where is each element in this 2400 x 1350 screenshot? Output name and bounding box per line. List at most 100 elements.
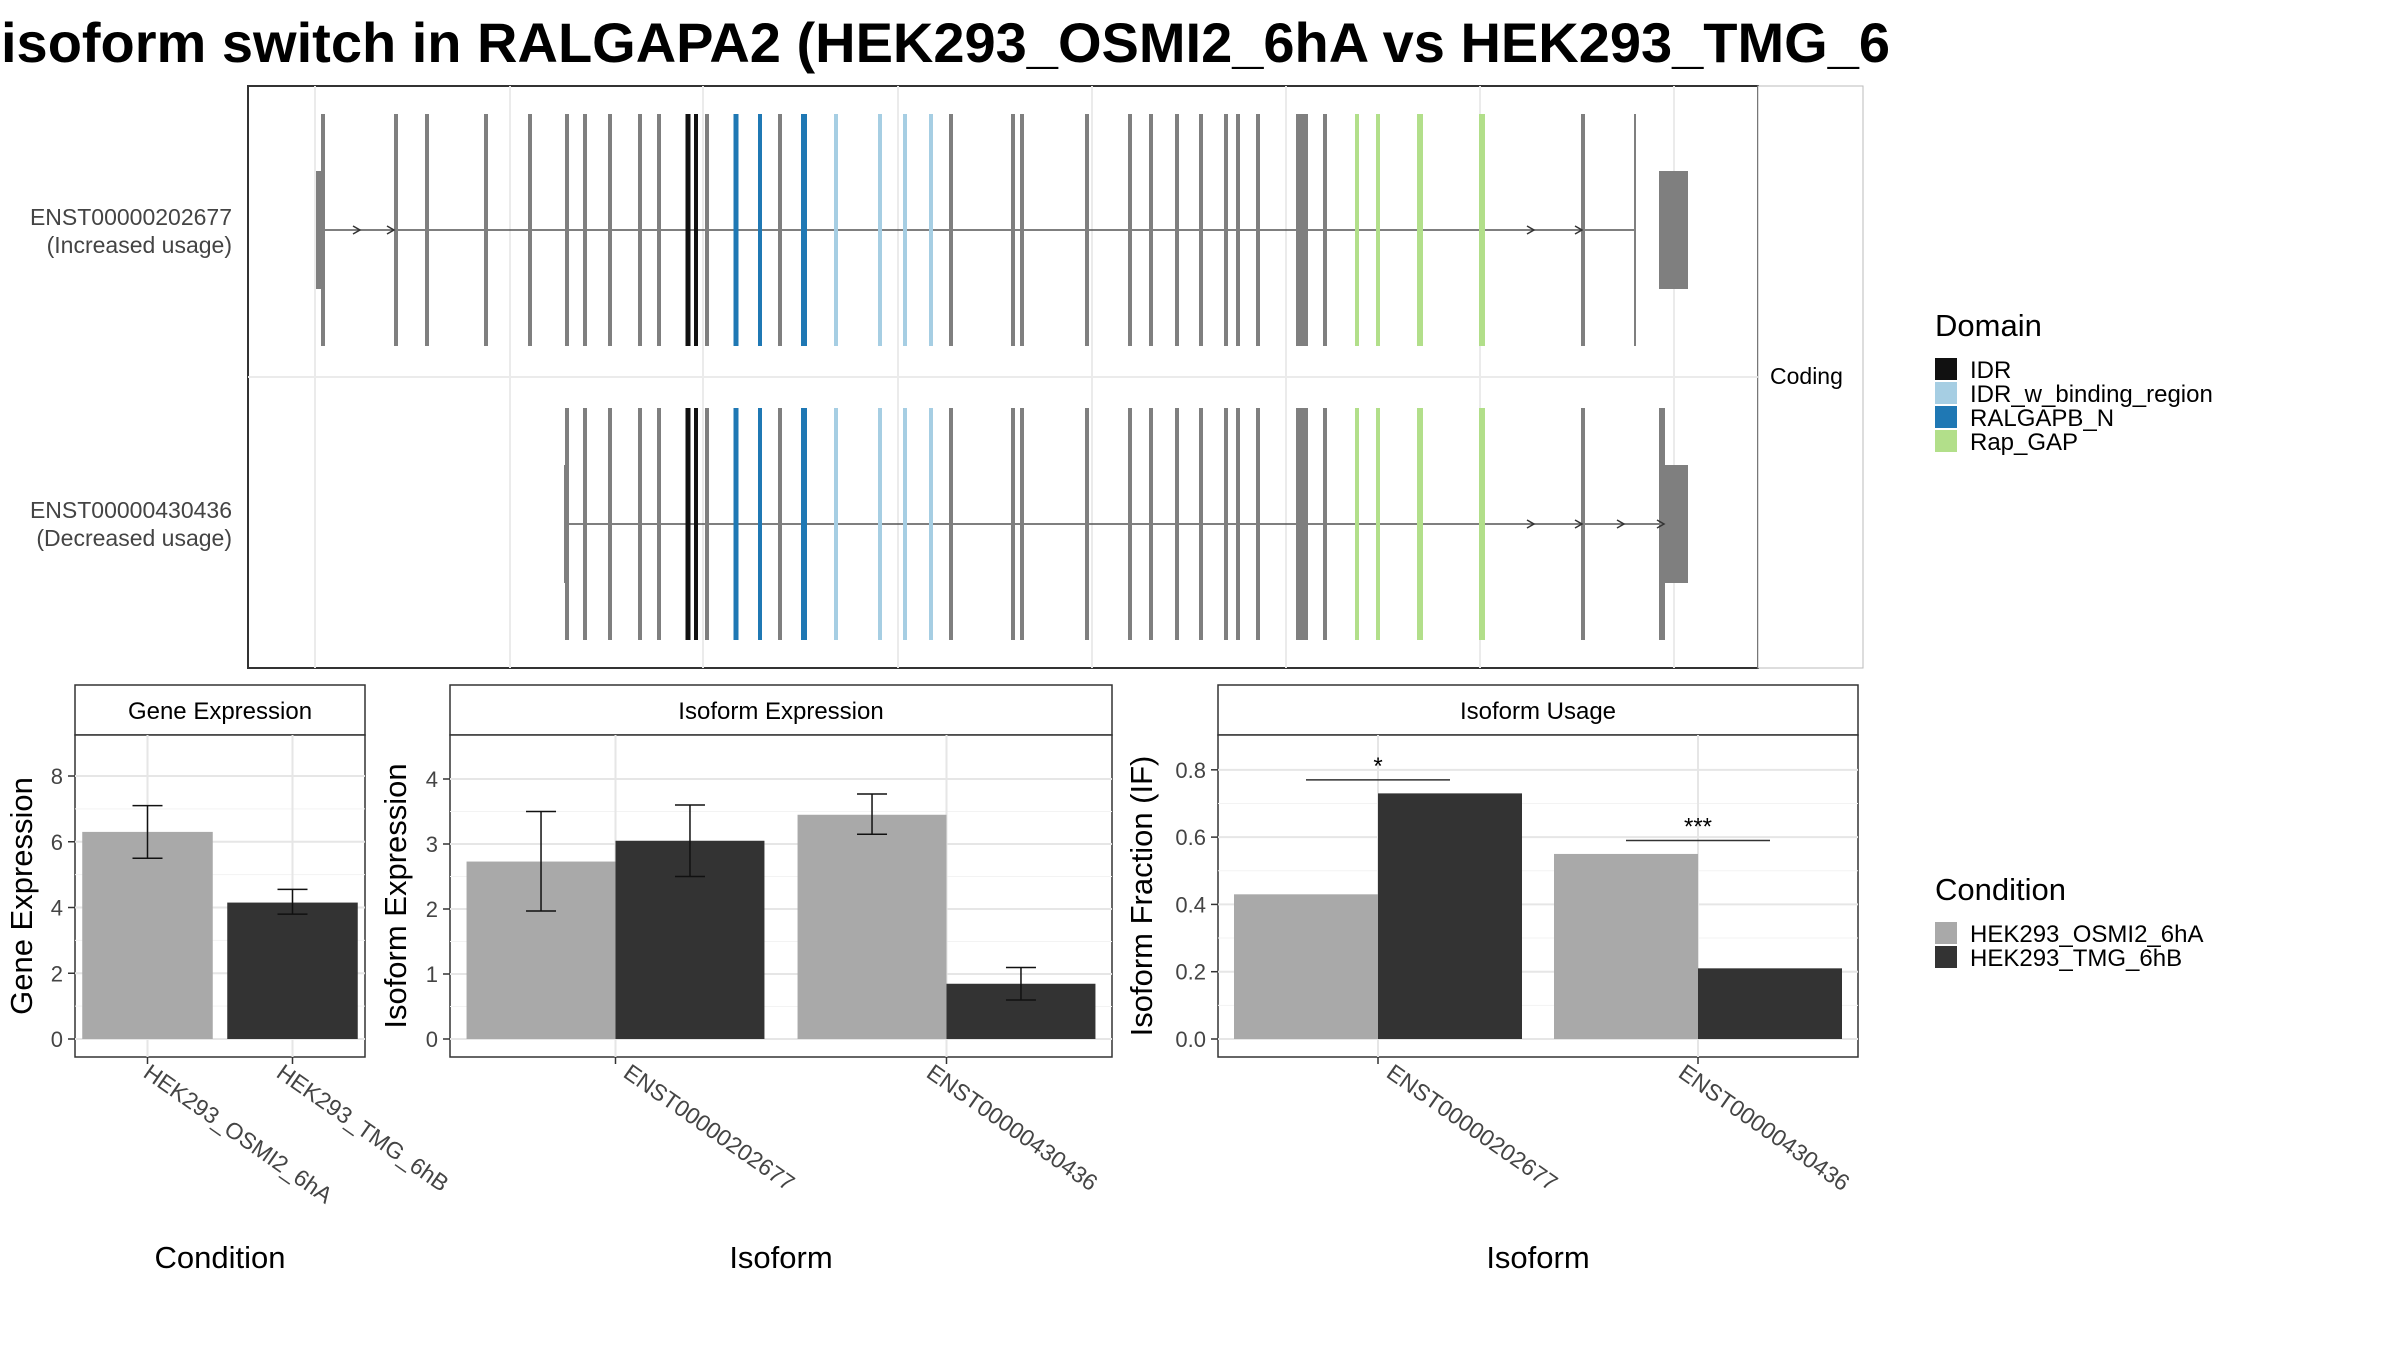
isoform-usage-bar-s0-1 — [1554, 853, 1698, 1039]
isoform1-exon-27 — [1175, 114, 1179, 346]
isoform2-exon-24 — [1224, 408, 1228, 640]
isoform-label-1: ENST00000202677 — [30, 204, 232, 230]
isoform1-exon-17 — [834, 114, 838, 346]
isoform1-exon-28 — [1199, 114, 1203, 346]
legend-key-condition-a — [1935, 922, 1957, 944]
isoform1-arrow-1 — [386, 225, 396, 235]
gene-expression-ytick-label-1: 2 — [51, 961, 63, 986]
isoform1-exon-3 — [484, 114, 488, 346]
isoform-track-ENST00000202677 — [316, 114, 1688, 346]
isoform2-exon-1 — [583, 408, 587, 640]
legend-label-rap-gap: Rap_GAP — [1970, 429, 2078, 456]
isoform-usage-xlabel: Isoform — [1486, 1240, 1589, 1275]
isoform1-exon-14 — [758, 114, 762, 346]
isoform1-exon-6 — [583, 114, 587, 346]
isoform2-exon-31 — [1417, 408, 1423, 640]
isoform1-exon-5 — [565, 114, 569, 346]
isoform-usage-significance-label-0: * — [1373, 753, 1382, 780]
isoform2-exon-0 — [565, 408, 569, 640]
isoform2-exon-29 — [1355, 408, 1359, 640]
isoform2-arrow-2 — [1616, 519, 1626, 529]
isoform1-exon-4 — [528, 114, 532, 346]
gene-expression-y-ticks: 0 2 4 6 8 — [51, 764, 294, 1064]
domain-legend-title: Domain — [1935, 308, 2042, 343]
isoform2-exon-10 — [778, 408, 782, 640]
isoform2-arrow-3 — [1656, 519, 1666, 529]
isoform1-exon-16 — [801, 114, 807, 346]
isoform2-exon-26 — [1256, 408, 1260, 640]
isoform2-exon-14 — [903, 408, 907, 640]
isoform-usage-bars: **** — [1234, 753, 1842, 1039]
isoform2-exon-20 — [1128, 408, 1132, 640]
gene-expression-ytick-label-0: 0 — [51, 1027, 63, 1052]
isoform2-exon-17 — [1011, 408, 1015, 640]
isoform1-exon-20 — [929, 114, 933, 346]
isoform2-exon-8 — [733, 408, 739, 640]
isoform-expression-panel: Isoform Expression 0 1 2 3 4 ENST00000202677… — [378, 684, 1113, 1275]
legend-label-ralgapb-n: RALGAPB_N — [1970, 405, 2114, 432]
isoform2-exon-21 — [1149, 408, 1153, 640]
isoform-expression-ytick-label-2: 2 — [426, 897, 438, 922]
isoform2-exon-16 — [949, 408, 953, 640]
gene-expression-bar-0 — [82, 831, 213, 1039]
isoform-usage-panel-title: Isoform Usage — [1460, 698, 1616, 725]
isoform1-exon-31 — [1256, 114, 1260, 346]
isoform-expression-xcat-2: ENST00000430436 — [922, 1059, 1102, 1196]
isoform-label-2: ENST00000430436 — [30, 497, 232, 523]
gene-expression-xlabel: Condition — [155, 1240, 286, 1275]
isoform-usage-ytick-label-1: 0.2 — [1175, 960, 1206, 985]
isoform-usage-significance-label-1: *** — [1684, 813, 1712, 840]
gene-expression-ytick-label-3: 6 — [51, 830, 63, 855]
isoform-usage-y-ticks: 0.0 0.2 0.4 0.6 0.8 — [1175, 758, 1699, 1064]
isoform2-arrow-1 — [1574, 519, 1584, 529]
isoform-usage-xcat-2: ENST00000430436 — [1674, 1059, 1854, 1196]
isoform2-exon-9 — [758, 408, 762, 640]
isoform-usage-ytick-label-0: 0.0 — [1175, 1027, 1206, 1052]
isoform1-exon-0 — [321, 114, 325, 346]
isoform-expression-ytick-label-0: 0 — [426, 1027, 438, 1052]
isoform1-exon-23 — [1020, 114, 1024, 346]
isoform1-exon-29 — [1224, 114, 1228, 346]
isoform2-exon-28 — [1323, 408, 1327, 640]
isoform1-arrow-0 — [352, 225, 362, 235]
isoform1-exon-15 — [778, 114, 782, 346]
isoform-usage-bar-s1-0 — [1378, 793, 1522, 1039]
domain-legend: Domain IDR IDR_w_binding_region RALGAPB_… — [1935, 308, 2213, 456]
legend-key-ralgapb-n — [1935, 406, 1957, 428]
isoform1-utr-end — [1659, 171, 1688, 289]
isoform1-exon-8 — [638, 114, 642, 346]
legend-key-idr-w-binding-region — [1935, 382, 1957, 404]
isoform-usage-ytick-label-2: 0.4 — [1175, 892, 1206, 917]
isoform1-arrow-3 — [1574, 225, 1584, 235]
isoform2-exon-2 — [608, 408, 612, 640]
isoform2-exon-6 — [694, 408, 698, 640]
isoform-expression-panel-title: Isoform Expression — [678, 698, 883, 725]
condition-legend: Condition HEK293_OSMI2_6hA HEK293_TMG_6h… — [1935, 872, 2203, 972]
isoform1-exon-35 — [1376, 114, 1380, 346]
isoform-expression-strip — [449, 684, 1113, 736]
isoform-usage-ylabel: Isoform Fraction (IF) — [1124, 756, 1159, 1037]
figure-title: e isoform switch in RALGAPA2 (HEK293_OSM… — [0, 8, 1890, 78]
isoform2-exon-22 — [1175, 408, 1179, 640]
gene-expression-panel-title: Gene Expression — [128, 698, 312, 725]
isoform2-exon-7 — [705, 408, 709, 640]
isoform1-exon-13 — [733, 114, 739, 346]
isoform1-utr-start — [316, 171, 323, 289]
gene-expression-ytick-label-4: 8 — [51, 764, 63, 789]
isoform2-exon-27 — [1296, 408, 1308, 640]
isoform1-exon-24 — [1085, 114, 1089, 346]
isoform2-exon-30 — [1376, 408, 1380, 640]
legend-label-idr-w-binding-region: IDR_w_binding_region — [1970, 381, 2213, 408]
isoform1-exon-37 — [1479, 114, 1485, 346]
isoform2-exon-13 — [878, 408, 882, 640]
isoform2-exon-19 — [1085, 408, 1089, 640]
gene-expression-ylabel: Gene Expression — [4, 777, 39, 1015]
gene-expression-strip — [74, 684, 366, 736]
isoform2-exon-12 — [834, 408, 838, 640]
isoform-expression-xlabel: Isoform — [729, 1240, 832, 1275]
isoform-usage-ytick-label-4: 0.8 — [1175, 758, 1206, 783]
isoform1-exon-33 — [1323, 114, 1327, 346]
isoform1-exon-30 — [1236, 114, 1240, 346]
isoform2-exon-18 — [1020, 408, 1024, 640]
